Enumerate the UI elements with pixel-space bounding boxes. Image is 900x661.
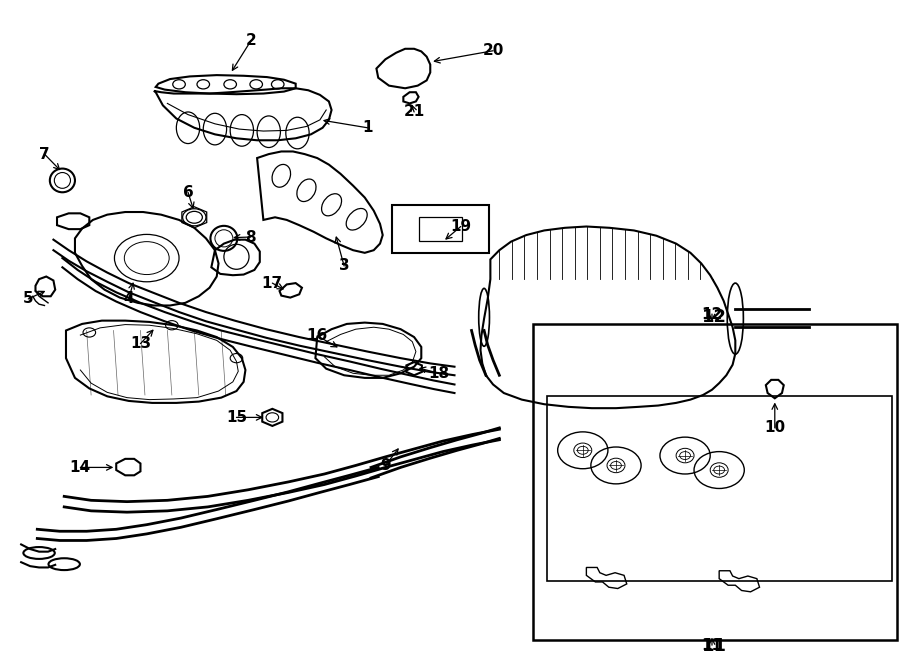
Text: 9: 9 bbox=[380, 458, 391, 473]
Text: 15: 15 bbox=[226, 410, 247, 425]
Text: 2: 2 bbox=[246, 34, 256, 48]
Text: 17: 17 bbox=[262, 276, 283, 291]
Text: 11: 11 bbox=[701, 638, 723, 652]
Text: 19: 19 bbox=[450, 219, 472, 234]
Text: 14: 14 bbox=[70, 460, 91, 475]
Text: 21: 21 bbox=[403, 104, 425, 120]
Text: 13: 13 bbox=[130, 336, 151, 351]
Text: 11: 11 bbox=[702, 637, 727, 656]
Text: 10: 10 bbox=[764, 420, 786, 436]
Bar bbox=[392, 206, 489, 253]
Text: 18: 18 bbox=[428, 366, 450, 381]
Bar bbox=[547, 397, 892, 580]
Bar bbox=[418, 217, 462, 241]
Text: 16: 16 bbox=[307, 329, 328, 343]
Text: 7: 7 bbox=[39, 147, 50, 161]
Text: 8: 8 bbox=[246, 229, 256, 245]
Text: 1: 1 bbox=[362, 120, 373, 136]
Text: 20: 20 bbox=[482, 43, 504, 58]
Text: 12: 12 bbox=[702, 308, 727, 327]
Text: 6: 6 bbox=[183, 185, 194, 200]
Text: 4: 4 bbox=[123, 292, 134, 307]
Text: 12: 12 bbox=[701, 307, 723, 321]
Bar bbox=[534, 324, 896, 640]
Text: 5: 5 bbox=[23, 292, 33, 307]
Text: 3: 3 bbox=[338, 258, 349, 274]
